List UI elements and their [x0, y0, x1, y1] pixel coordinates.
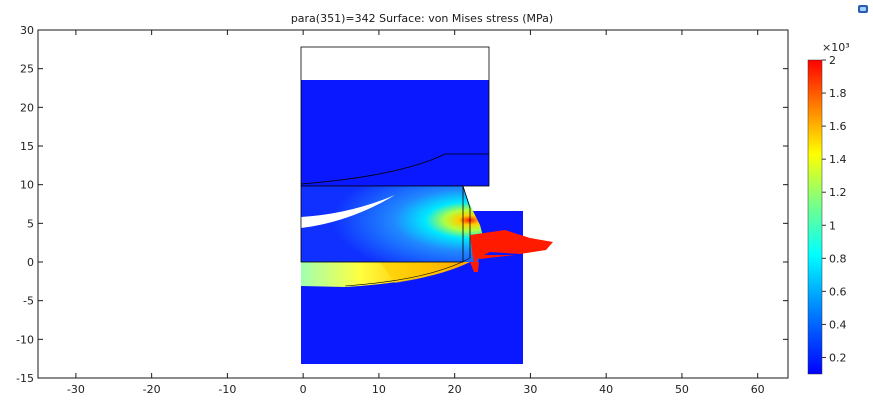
- y-tick-label: 15: [20, 140, 34, 153]
- colorbar-tick-label: 1.6: [829, 120, 847, 133]
- x-tick-label: 60: [751, 383, 765, 396]
- colorbar-tick-label: 2: [829, 54, 836, 67]
- upper-die: [301, 80, 489, 186]
- x-tick-label: 40: [599, 383, 613, 396]
- flash-drip: [470, 262, 479, 272]
- workpiece-gap: [301, 195, 395, 228]
- colorbar-ticks: 0.2 0.4 0.6 0.8 1 1.2 1.4 1.6 1.8 2: [822, 54, 847, 364]
- workpiece-lower-glow: [380, 262, 470, 283]
- x-tick-label: 50: [675, 383, 689, 396]
- colorbar-tick-label: 1: [829, 219, 836, 232]
- x-tick-label: -10: [218, 383, 236, 396]
- y-tick-label: 10: [20, 179, 34, 192]
- colorbar-tick-label: 0.8: [829, 252, 847, 265]
- x-tick-label: 30: [523, 383, 537, 396]
- x-tick-label: 20: [448, 383, 462, 396]
- colorbar-tick-label: 0.2: [829, 351, 847, 364]
- x-tick-label: -20: [143, 383, 161, 396]
- upper-die-curve: [300, 153, 489, 185]
- x-tick-label: 10: [372, 383, 386, 396]
- flash-spike: [472, 255, 515, 259]
- y-tick-label: -5: [23, 295, 34, 308]
- colorbar-tick-label: 1.4: [829, 153, 847, 166]
- y-tick-label: -15: [16, 372, 34, 385]
- x-tick-label: 0: [300, 383, 307, 396]
- axes-frame: [37, 29, 789, 379]
- camera-icon[interactable]: [857, 3, 869, 15]
- colorbar-tick-label: 0.4: [829, 318, 847, 331]
- flash-region: [470, 230, 553, 268]
- workpiece-side-line: [462, 185, 471, 258]
- y-tick-label: 5: [27, 217, 34, 230]
- y-tick-label: -10: [16, 333, 34, 346]
- workpiece-curve: [344, 257, 471, 287]
- y-tick-label: 30: [20, 24, 34, 37]
- axis-ticks: -30 -20 -10 0 10 20 30 40 50 60 -15 -10 -5 0 5 10 15 20 25…: [16, 24, 788, 396]
- workpiece-outline: [300, 185, 464, 263]
- colorbar-tick-label: 1.8: [829, 87, 847, 100]
- y-tick-label: 20: [20, 101, 34, 114]
- colorbar-exponent: ×10³: [822, 41, 850, 54]
- plot-area: [300, 46, 553, 364]
- colorbar-tick-label: 1.2: [829, 186, 847, 199]
- colorbar-gradient: [807, 59, 823, 375]
- colorbar-tick-label: 0.6: [829, 285, 847, 298]
- plot-title: para(351)=342 Surface: von Mises stress …: [291, 12, 553, 25]
- x-tick-label: -30: [67, 383, 85, 396]
- colorbar: ×10³ 0.2 0.4 0.6 0.8 1 1.2 1.4 1.6 1.8 2: [807, 41, 850, 375]
- workpiece-upper: [301, 186, 484, 262]
- y-tick-label: 25: [20, 63, 34, 76]
- y-tick-label: 0: [27, 256, 34, 269]
